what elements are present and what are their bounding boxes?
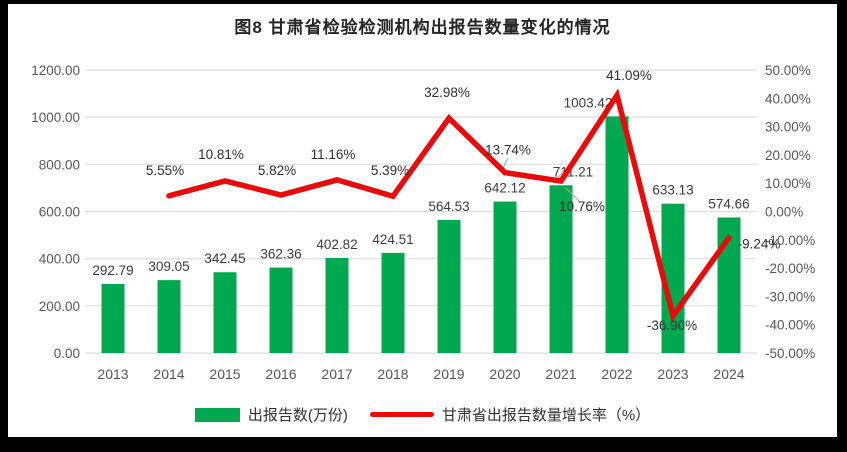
- chart-plot-area: 1200.00 1000.00 800.00 600.00 400.00 200.00 0.…: [31, 63, 815, 382]
- x-axis-label: 2024: [713, 366, 744, 382]
- growth-rate-line: [166, 88, 732, 323]
- y-axis-right-tick-label: -10.00%: [765, 233, 815, 248]
- bar: [605, 116, 629, 354]
- y-axis-right-tick-label: 20.00%: [765, 148, 811, 163]
- bar: [269, 267, 293, 353]
- bar-value-label: 362.36: [260, 247, 301, 262]
- line-value-label: 5.82%: [258, 163, 296, 178]
- bar-value-label: 292.79: [92, 263, 133, 278]
- line-value-label: 13.74%: [485, 143, 531, 158]
- bar: [661, 203, 685, 353]
- bar-value-label: 642.12: [484, 181, 525, 196]
- bar-value-label: 1003.42: [564, 95, 613, 110]
- x-axis-label: 2013: [97, 366, 128, 382]
- line-value-label: 11.16%: [311, 147, 356, 162]
- line-value-label: -9.24%: [738, 237, 781, 252]
- bar: [157, 280, 181, 353]
- x-axis-label: 2018: [377, 366, 408, 382]
- x-axis-label: 2016: [265, 366, 296, 382]
- bar: [325, 258, 349, 353]
- legend-bar-marker-icon: [194, 407, 240, 422]
- line-value-label: 5.39%: [371, 163, 409, 178]
- bar: [717, 217, 741, 353]
- bar-value-label: 424.51: [372, 232, 413, 247]
- bar-value-label: 342.45: [204, 251, 245, 266]
- bar: [381, 252, 405, 353]
- bar: [437, 219, 461, 353]
- bar-value-label: 402.82: [316, 237, 357, 252]
- y-axis-right-tick-label: 40.00%: [765, 91, 811, 106]
- bar-value-label: 633.13: [652, 183, 693, 198]
- y-axis-right-tick-label: -30.00%: [765, 289, 815, 304]
- x-axis-label: 2020: [489, 366, 520, 382]
- y-axis-left-tick-label: 0.00: [54, 346, 80, 361]
- line-value-label: 32.98%: [424, 85, 470, 100]
- y-axis-right-tick-label: -40.00%: [765, 318, 815, 333]
- line-value-label: 41.09%: [606, 68, 652, 83]
- bar: [101, 283, 125, 353]
- x-axis-label: 2014: [153, 366, 184, 382]
- x-axis-label: 2023: [657, 366, 688, 382]
- y-axis-left-tick-label: 1000.00: [31, 110, 80, 125]
- chart-canvas: 图8 甘肃省检验检测机构出报告数量变化的情况 1200.00 1000.00 800…: [8, 4, 837, 437]
- x-axis-label: 2022: [601, 366, 632, 382]
- y-axis-right-tick-label: -50.00%: [765, 346, 815, 361]
- x-axis-label: 2021: [545, 366, 576, 382]
- y-axis-left-tick-label: 600.00: [39, 205, 80, 220]
- y-axis-right-tick-label: 30.00%: [765, 120, 811, 135]
- y-axis-left-tick-label: 400.00: [39, 252, 80, 267]
- bar-value-label: 564.53: [428, 199, 469, 214]
- line-value-label: -36.90%: [647, 318, 697, 333]
- bar-value-label: 574.66: [708, 196, 749, 211]
- legend: 出报告数(万份) 甘肃省出报告数量增长率（%）: [8, 404, 837, 425]
- y-axis-right-tick-label: 50.00%: [765, 63, 811, 78]
- bar: [549, 185, 573, 353]
- legend-line-label: 甘肃省出报告数量增长率（%）: [441, 407, 651, 424]
- x-axis-label: 2015: [209, 366, 240, 382]
- line-value-label: 5.55%: [146, 163, 184, 178]
- x-axis-label: 2017: [321, 366, 352, 382]
- line-value-label: 10.81%: [198, 147, 244, 162]
- label-leader-line: [565, 187, 580, 202]
- y-axis-left-tick-label: 1200.00: [31, 63, 80, 78]
- y-axis-left-tick-label: 200.00: [39, 299, 80, 314]
- x-axis-label: 2019: [433, 366, 464, 382]
- legend-line-marker-icon: [369, 412, 434, 417]
- y-axis-right-tick-label: 0.00%: [765, 205, 803, 220]
- y-axis-right-tick-label: -20.00%: [765, 261, 815, 276]
- line-value-label: 10.76%: [559, 199, 605, 214]
- y-axis-left-tick-label: 800.00: [39, 157, 80, 172]
- legend-bar-label: 出报告数(万份): [247, 407, 348, 424]
- bar-value-label: 309.05: [148, 259, 189, 274]
- y-axis-right-tick-label: 10.00%: [765, 176, 811, 191]
- bar: [213, 272, 237, 353]
- chart-title: 图8 甘肃省检验检测机构出报告数量变化的情况: [234, 18, 611, 37]
- bar: [493, 201, 517, 353]
